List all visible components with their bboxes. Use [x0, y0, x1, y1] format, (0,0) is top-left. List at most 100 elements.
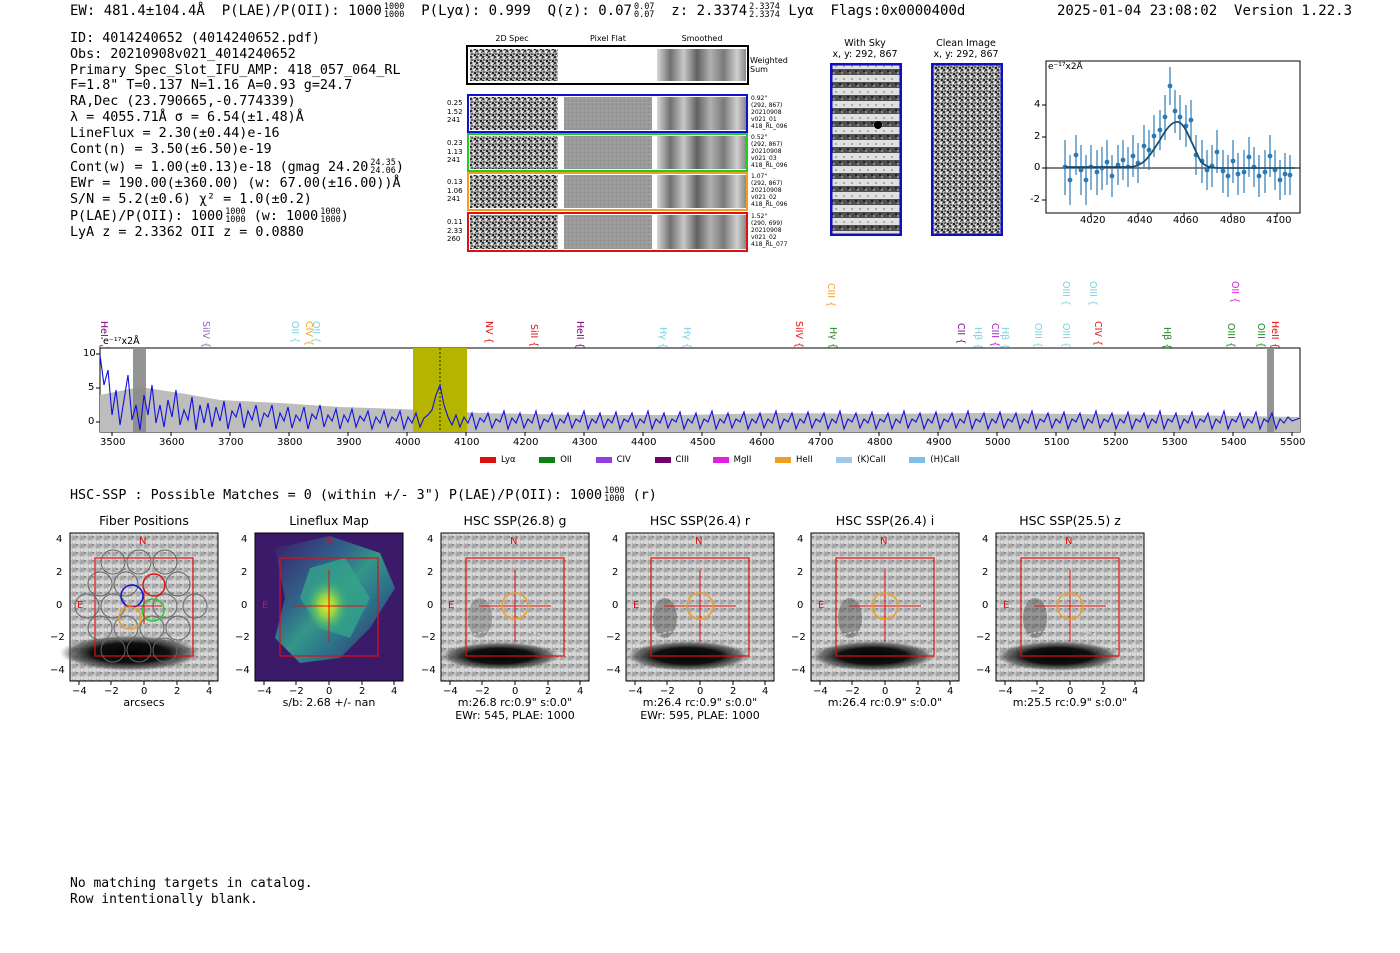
info-plae-upper: 1000	[225, 206, 246, 217]
spec-xtick-4900: 4900	[926, 437, 952, 448]
info-radec: RA,Dec (23.790665,-0.774339)	[70, 94, 296, 110]
fit-xtick-1: 4040	[1127, 215, 1153, 226]
footer-notes: No matching targets in catalog. Row inte…	[70, 876, 313, 907]
legend-oii: OII	[539, 455, 572, 465]
north-label-1: N	[139, 536, 147, 547]
panel-title-lineflux: Lineflux Map	[289, 513, 369, 528]
info-obs: Obs: 20210908v021_4014240652	[70, 46, 296, 62]
panel-title-fiber: Fiber Positions	[99, 513, 189, 528]
east-label-5: E	[818, 600, 825, 611]
spec-xtick-4700: 4700	[808, 437, 834, 448]
contw-upper: 24.35	[370, 158, 396, 169]
line-id-18: OIII {	[1060, 281, 1071, 306]
spec-xtick-5300: 5300	[1162, 437, 1188, 448]
row2-right-label: 0.52" (292, 867) 20210908 v021_03 418_RL_096	[751, 134, 788, 169]
line-id-23: OII {	[1229, 281, 1240, 304]
north-label-5: N	[880, 536, 888, 547]
legend-kcaii: (K)CaII	[836, 455, 886, 465]
clean-header: Clean Image x, y: 292, 867	[920, 38, 1012, 60]
info-contw: Cont(w) = 1.00(±0.13)e-18 (gmag 24.20 24.…	[70, 159, 404, 176]
weighted-sum-label: Weighted Sum	[750, 56, 788, 74]
spec-ytick-0: 10	[83, 348, 96, 359]
flags-value: Flags:0x0000400d	[830, 3, 966, 19]
hsc-title-text: HSC-SSP : Possible Matches = 0 (within +…	[70, 488, 603, 503]
fit-ytick-1: 2	[1034, 131, 1041, 142]
spec-xtick-5200: 5200	[1103, 437, 1129, 448]
cutout-row-2	[467, 133, 748, 172]
line-id-11: CIII {	[825, 283, 836, 308]
spec-xtick-4500: 4500	[690, 437, 716, 448]
fit-xtick-4: 4100	[1266, 215, 1292, 226]
info-params: F=1.8" T=0.137 N=1.16 A=0.93 g=24.7	[70, 78, 353, 94]
cutout-row-1	[467, 94, 748, 133]
spec-xtick-5000: 5000	[985, 437, 1011, 448]
panel-sub-fiber: arcsecs	[123, 696, 165, 709]
line-id-20: OIII {	[1087, 281, 1098, 306]
lineflux-map-panel	[254, 532, 404, 682]
spec-xtick-4300: 4300	[572, 437, 598, 448]
spectrum-legend: Lyα OII CIV CIII MgII HeII (K)CaII (H)Ca…	[480, 448, 973, 467]
line-fit-plot	[1042, 60, 1301, 217]
line-id-2: OII {	[289, 321, 300, 344]
spec-xtick-3500: 3500	[100, 437, 126, 448]
fit-ytick-0: 4	[1034, 99, 1041, 110]
qz-value: Q(z): 0.07	[547, 3, 632, 19]
legend-ciii: CIII	[654, 455, 689, 465]
detection-info: ID: 4014240652 (4014240652.pdf) Obs: 202…	[70, 31, 404, 240]
ew-value: EW: 481.4±104.4Å	[70, 3, 205, 19]
spec-xtick-4600: 4600	[749, 437, 775, 448]
with-sky-image	[830, 63, 902, 236]
plae-text: P(LAE)/P(OII): 1000	[70, 208, 224, 224]
z-value: z: 2.3374	[671, 3, 748, 19]
legend-heii: HeII	[775, 455, 813, 465]
east-label-3: E	[448, 600, 455, 611]
legend-mgii: MgII	[712, 455, 751, 465]
fit-ytick-2: 0	[1034, 162, 1041, 173]
plae-upper: 1000	[383, 2, 405, 12]
plya-value: P(Lyα): 0.999	[421, 3, 531, 19]
clean-image	[931, 63, 1003, 236]
panel-sub-lineflux: s/b: 2.68 +/- nan	[282, 696, 376, 709]
north-label-2: N	[324, 536, 332, 547]
col-title-2dspec: 2D Spec	[495, 34, 529, 43]
weighted-sum-label-1: Weighted	[750, 56, 788, 65]
hsc-g-panel	[440, 532, 590, 682]
plae-w-lower: 1000	[320, 214, 341, 225]
spec-xtick-3700: 3700	[218, 437, 244, 448]
row4-right-label: 1.52" (290, 699) 20210908 v021_02 418_RL_077	[751, 213, 788, 248]
plae-value: P(LAE)/P(OII): 1000	[221, 3, 382, 19]
spec-ytick-1: 5	[88, 382, 95, 393]
spectrum-xticks: 3500 3600 3700 3800 3900 4000 4100 4200 …	[0, 437, 1400, 451]
info-id: ID: 4014240652 (4014240652.pdf)	[70, 31, 320, 46]
weighted-sum-2d	[470, 49, 558, 81]
panel-sub-g: m:26.8 rc:0.9" s:0.0" EWr: 545, PLAE: 10…	[441, 696, 589, 722]
row4-left-label: 0.11 2.33 260	[447, 218, 463, 243]
spec-xtick-3600: 3600	[159, 437, 185, 448]
line-id-4: OII {	[310, 321, 321, 344]
hsc-z-panel	[995, 532, 1145, 682]
info-plae-lower: 1000	[225, 214, 246, 225]
col-title-smoothed: Smoothed	[681, 34, 723, 43]
row3-right-label: 1.07" (292, 867) 20210908 v021_02 418_RL_096	[751, 173, 788, 208]
panel-title-i: HSC SSP(26.4) i	[835, 513, 935, 528]
spec-xtick-3800: 3800	[277, 437, 303, 448]
info-lineflux: LineFlux = 2.30(±0.44)e-16	[70, 125, 280, 141]
east-label-2: E	[262, 600, 269, 611]
panel-title-g: HSC SSP(26.8) g	[463, 513, 567, 528]
north-label-3: N	[510, 536, 518, 547]
spec-xtick-4200: 4200	[513, 437, 539, 448]
legend-lya: Lyα	[480, 455, 516, 465]
contw-end: )	[395, 160, 404, 176]
line-id-10: SiIV {	[793, 321, 804, 349]
spec-xtick-4000: 4000	[395, 437, 421, 448]
row2-left-label: 0.23 1.13 241	[447, 139, 463, 164]
hsc-i-panel	[810, 532, 960, 682]
spec-xtick-5100: 5100	[1044, 437, 1070, 448]
spec-xtick-4800: 4800	[867, 437, 893, 448]
header-summary: EW: 481.4±104.4Å P(LAE)/P(OII): 1000 1000…	[70, 2, 966, 20]
clean-coords: x, y: 292, 867	[933, 49, 999, 60]
spectrum-unit: e⁻¹⁷x2Å	[103, 336, 140, 347]
spec-xtick-4400: 4400	[631, 437, 657, 448]
with-sky-header: With Sky x, y: 292, 867	[820, 38, 910, 60]
clean-title: Clean Image	[936, 38, 996, 49]
